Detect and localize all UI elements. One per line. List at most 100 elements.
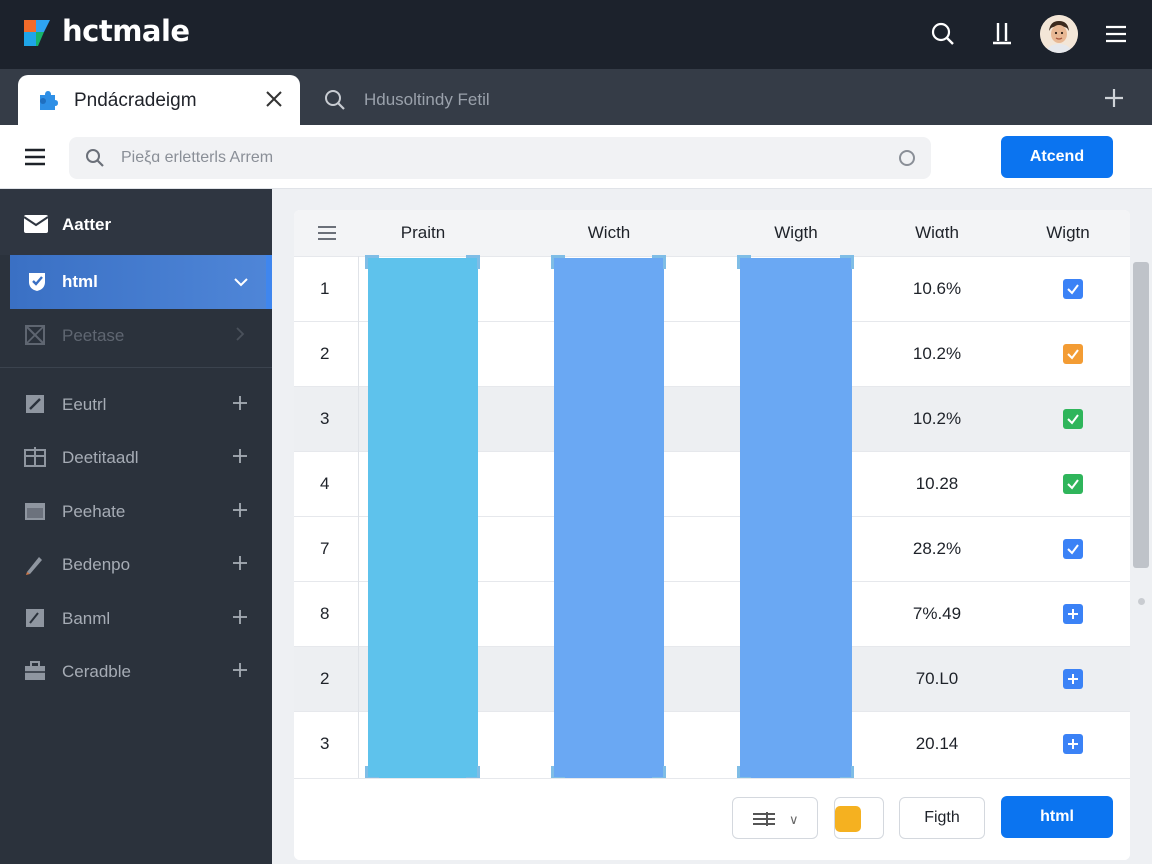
tab-inactive[interactable]: Hdusoltindy Fetil xyxy=(322,75,722,125)
chevron-right-icon xyxy=(236,327,245,341)
figth-button[interactable]: Figth xyxy=(899,797,985,839)
menu-icon[interactable] xyxy=(24,146,46,168)
top-bar: hctmale xyxy=(0,0,1152,69)
sidebar-item-label: Peetase xyxy=(62,326,125,345)
sidebar-item-banml[interactable]: Banml xyxy=(0,592,272,646)
table-header: Praitn Wicth Wigth Wiαth Wigtn xyxy=(294,210,1130,256)
add-icon[interactable] xyxy=(1063,604,1083,624)
sidebar-item-deetitaadl[interactable]: Deetitaadl xyxy=(0,431,272,485)
plus-icon[interactable] xyxy=(1102,86,1126,110)
toolbar: Atcend xyxy=(0,125,1152,189)
check-icon xyxy=(1067,479,1079,490)
column-bar[interactable] xyxy=(554,258,664,778)
user-avatar[interactable] xyxy=(1040,15,1078,53)
search-input[interactable] xyxy=(121,137,881,179)
active-indicator xyxy=(266,255,272,309)
sidebar-item-ceradble[interactable]: Ceradble xyxy=(0,645,272,699)
add-icon[interactable] xyxy=(1063,734,1083,754)
app-logo-icon xyxy=(24,20,50,46)
row-value: 28.2% xyxy=(912,539,962,558)
search-icon xyxy=(86,149,104,167)
check-icon xyxy=(1067,544,1079,555)
briefcase-icon xyxy=(25,661,45,680)
add-icon[interactable] xyxy=(1063,669,1083,689)
notifications-icon[interactable] xyxy=(986,18,1018,50)
plus-icon[interactable] xyxy=(230,500,250,520)
resize-handle[interactable] xyxy=(840,255,854,269)
resize-handle[interactable] xyxy=(737,255,751,269)
plus-icon[interactable] xyxy=(230,446,250,466)
pencil-icon xyxy=(26,557,42,575)
tab-label: Pndácradeigm xyxy=(74,90,197,111)
table-row[interactable]: 1 10.6% xyxy=(294,256,1130,321)
plus-icon[interactable] xyxy=(230,660,250,680)
calendar-icon xyxy=(24,447,46,467)
sidebar-item-peehate[interactable]: Peehate xyxy=(0,485,272,539)
plus-icon[interactable] xyxy=(230,553,250,573)
list-icon[interactable] xyxy=(318,225,336,241)
row-number: 8 xyxy=(320,604,330,623)
search-icon[interactable] xyxy=(927,18,959,50)
view-select[interactable]: ∨ xyxy=(732,797,818,839)
chevron-down-icon: ∨ xyxy=(789,812,799,827)
plus-icon xyxy=(1068,674,1078,684)
sidebar-item-label: Banml xyxy=(62,609,111,628)
sidebar-item-label: Peehate xyxy=(62,502,126,521)
sidebar-item-html[interactable]: html xyxy=(10,255,272,309)
sidebar-item-bedenpo[interactable]: Bedenpo xyxy=(0,538,272,592)
status-checkbox[interactable] xyxy=(1063,409,1083,429)
sidebar-item-peetase[interactable]: Peetase xyxy=(0,309,272,363)
row-value: 7%.49 xyxy=(912,604,962,623)
table-footer: ∨ Figth html xyxy=(294,778,1130,860)
search-icon xyxy=(325,90,345,110)
status-checkbox[interactable] xyxy=(1063,474,1083,494)
note-button[interactable] xyxy=(834,797,884,839)
column-header[interactable]: Praitn xyxy=(400,223,446,242)
column-header[interactable]: Wigth xyxy=(774,223,818,242)
chevron-down-icon xyxy=(234,278,248,287)
close-icon[interactable] xyxy=(262,87,286,111)
resize-handle[interactable] xyxy=(652,255,666,269)
sidebar-item-eeutrl[interactable]: Eeutrl xyxy=(0,378,272,432)
html-button[interactable]: html xyxy=(1001,796,1113,838)
puzzle-icon xyxy=(40,91,58,110)
status-checkbox[interactable] xyxy=(1063,539,1083,559)
status-checkbox[interactable] xyxy=(1063,279,1083,299)
column-divider xyxy=(358,256,359,778)
row-value: 10.28 xyxy=(915,474,959,493)
table-row[interactable]: 8 7%.49 xyxy=(294,581,1130,646)
attend-button[interactable]: Atcend xyxy=(1001,136,1113,178)
sidebar-header[interactable]: Aatter xyxy=(0,189,272,255)
mail-icon xyxy=(24,215,48,233)
table-row[interactable]: 4 10.28 xyxy=(294,451,1130,516)
row-number: 3 xyxy=(320,734,330,753)
column-header[interactable]: Wicth xyxy=(587,223,631,242)
scroll-indicator xyxy=(1138,598,1145,605)
document-icon xyxy=(26,609,44,627)
row-number: 2 xyxy=(320,344,330,363)
status-checkbox[interactable] xyxy=(1063,344,1083,364)
hamburger-menu-icon[interactable] xyxy=(1100,18,1132,50)
column-bar[interactable] xyxy=(740,258,852,778)
table-row[interactable]: 3 20.14 xyxy=(294,711,1130,776)
data-table: Praitn Wicth Wigth Wiαth Wigtn 1 10.6% 2… xyxy=(294,210,1130,860)
plus-icon[interactable] xyxy=(230,393,250,413)
column-header[interactable]: Wigtn xyxy=(1046,223,1090,242)
column-bar[interactable] xyxy=(368,258,478,778)
plus-icon[interactable] xyxy=(230,607,250,627)
row-number: 1 xyxy=(320,279,330,298)
sidebar-item-label: Ceradble xyxy=(62,662,131,681)
resize-handle[interactable] xyxy=(365,255,379,269)
table-row[interactable]: 2 10.2% xyxy=(294,321,1130,386)
clear-icon[interactable] xyxy=(899,150,915,166)
table-row[interactable]: 7 28.2% xyxy=(294,516,1130,581)
row-number: 2 xyxy=(320,669,330,688)
tab-strip: Pndácradeigm Hdusoltindy Fetil xyxy=(0,69,1152,125)
resize-handle[interactable] xyxy=(466,255,480,269)
row-value: 70.L0 xyxy=(915,669,959,688)
column-header[interactable]: Wiαth xyxy=(915,223,959,242)
tab-active[interactable]: Pndácradeigm xyxy=(18,75,300,125)
resize-handle[interactable] xyxy=(551,255,565,269)
scrollbar-thumb[interactable] xyxy=(1133,262,1149,568)
sidebar-item-label: html xyxy=(62,272,98,291)
